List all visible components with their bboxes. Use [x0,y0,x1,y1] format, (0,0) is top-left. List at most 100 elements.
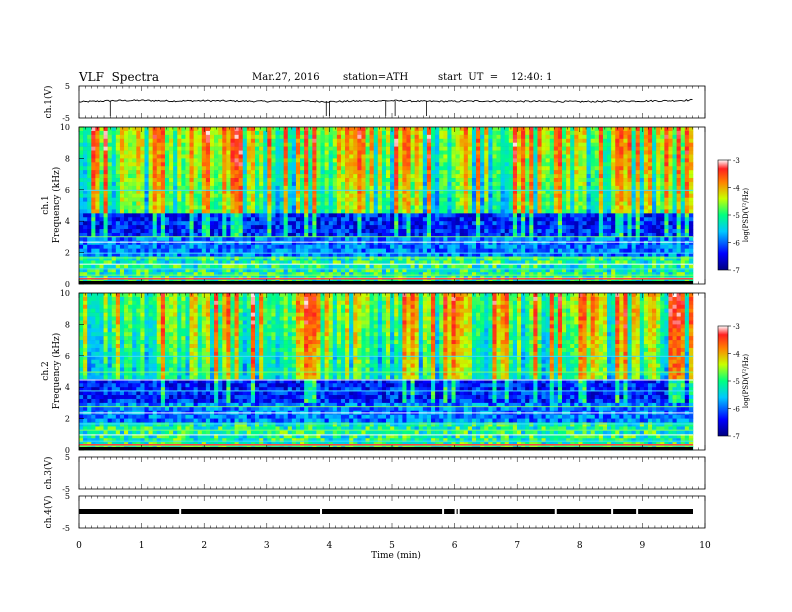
spec-cell [95,170,100,175]
spec-cell [529,217,534,222]
spec-cell [316,205,321,210]
spec-cell [83,193,88,198]
spec-cell [336,138,342,143]
spec-cell [181,244,186,249]
spec-cell [287,252,293,257]
spec-cell [402,248,407,253]
spec-cell [177,162,182,167]
spec-cell [218,201,223,206]
spec-cell [87,232,92,238]
spec-cell [259,181,264,187]
spec-cell [619,225,624,230]
spec-cell [553,193,559,198]
spec-cell [656,225,661,230]
spec-cell [537,150,542,155]
spec-cell [144,166,149,171]
spec-cell [459,205,465,210]
spec-cell [631,158,636,163]
spec-cell [545,185,551,191]
spec-cell [590,134,596,140]
spec-cell [349,166,354,171]
spec-cell [332,158,338,163]
spec-cell [201,162,207,167]
spec-cell [324,150,329,155]
spec-cell [242,252,248,257]
spec-cell [537,181,542,187]
spec-cell [496,138,501,143]
spec-cell [660,166,665,171]
spec-cell [431,170,436,175]
spec-cell [246,248,252,253]
spec-cell [226,232,231,238]
spec-cell [688,201,694,206]
spec-cell [537,134,542,140]
spec-cell [226,197,231,202]
spec-cell [193,181,198,187]
spec-cell [390,252,395,257]
spec-cell [500,189,505,195]
spec-cell [144,213,149,218]
spec-cell [680,232,686,238]
spec-cell [193,229,198,234]
spec-cell [230,158,235,163]
spec-cell [242,205,248,210]
spec-cell [111,170,117,175]
spec-cell [193,205,198,210]
spec-cell [574,213,579,218]
spec-cell [79,197,84,202]
spec-cell [132,236,137,242]
spec-cell [226,158,231,163]
spec-cell [185,221,190,226]
spec-cell [504,248,510,253]
spec-cell [476,225,481,230]
spec-cell [107,248,113,253]
spec-cell [209,236,215,242]
spec-cell [373,154,379,159]
spec-cell [345,229,350,234]
spec-cell [242,138,248,143]
spec-cell [271,166,276,171]
spec-cell [672,205,677,210]
spec-cell [332,244,338,249]
spec-cell [279,201,284,206]
spec-cell [377,170,383,175]
spec-cell [414,193,420,198]
spec-cell [590,244,596,249]
spec-cell [594,142,600,147]
spec-cell [582,209,587,214]
spec-cell [283,138,289,143]
spec-cell [647,138,653,143]
spec-cell [451,170,456,175]
spec-cell [521,138,526,143]
spec-cell [660,174,665,179]
spec-cell [373,240,379,246]
spec-cell [394,201,399,206]
spec-cell [234,209,239,214]
spec-cell [492,127,497,132]
spec-cell [214,217,219,222]
spec-cell [525,170,530,175]
spec-cell [623,130,628,136]
spec-cell [218,197,223,202]
spec-cell [222,236,227,242]
spec-cell [283,142,289,147]
spec-cell [652,205,657,210]
spec-cell [439,146,444,151]
spec-cell [128,130,133,136]
spec-cell [508,158,514,163]
spec-cell [128,248,133,253]
spec-cell [144,197,149,202]
spec-cell [414,236,420,242]
spec-cell [451,138,456,143]
spec-cell [205,178,211,183]
spec-cell [578,162,583,167]
spec-cell [177,150,182,155]
spec-cell [381,150,387,155]
spec-cell [291,209,297,214]
spec-cell [463,181,469,187]
spec-cell [377,205,383,210]
spec-cell [680,158,686,163]
spec-cell [680,134,686,140]
spec-cell [308,209,313,214]
